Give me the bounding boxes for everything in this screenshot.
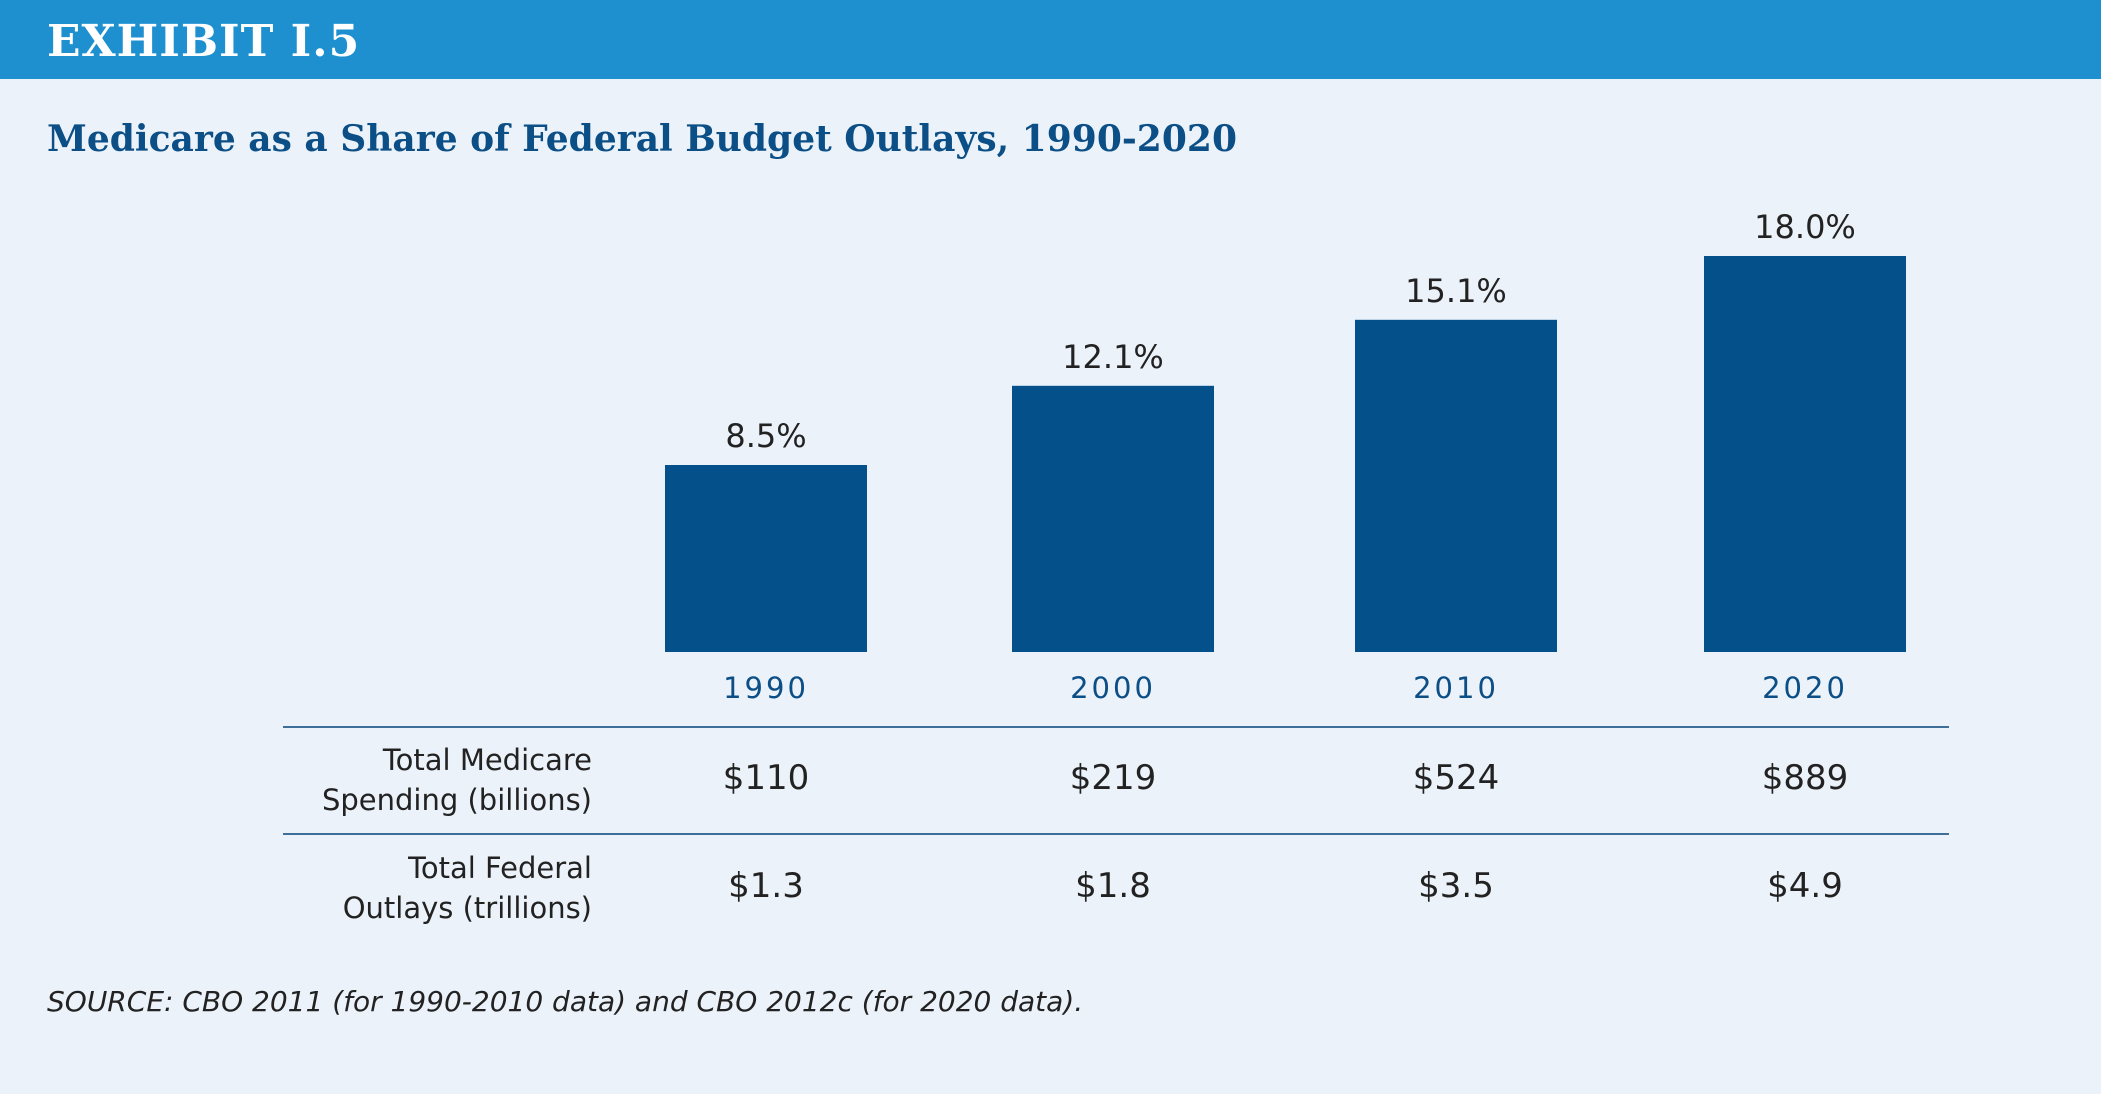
chart-title: Medicare as a Share of Federal Budget Ou… — [47, 118, 1238, 160]
category-label-1990: 1990 — [723, 671, 809, 700]
table-cell: $110 — [722, 758, 810, 798]
table-cell: $1.8 — [1075, 866, 1151, 906]
row-header-line: Total Federal — [408, 851, 592, 885]
source-note: SOURCE: CBO 2011 (for 1990-2010 data) an… — [47, 985, 1084, 1018]
table-cell: $3.5 — [1418, 866, 1494, 906]
table-cell: $524 — [1412, 758, 1500, 798]
row-header-line: Spending (billions) — [321, 783, 592, 817]
category-label-2020: 2020 — [1762, 671, 1848, 700]
category-label-2010: 2010 — [1413, 671, 1499, 700]
row-header-line: Outlays (trillions) — [342, 891, 592, 925]
table-cell: $889 — [1761, 758, 1849, 798]
row-header-line: Total Medicare — [382, 743, 592, 777]
bar-2010 — [1355, 319, 1557, 652]
data-label-1990: 8.5% — [725, 417, 806, 455]
category-label-2000: 2000 — [1070, 671, 1156, 700]
exhibit-banner: EXHIBIT I.5 — [0, 0, 2101, 79]
bar-2000 — [1012, 385, 1214, 652]
bar-1990 — [665, 465, 867, 652]
bar-2020 — [1704, 256, 1906, 652]
data-label-2000: 12.1% — [1062, 338, 1164, 376]
bar-chart: 8.5% 1990 12.1% 2000 15.1% 2010 18.0% 2020 — [665, 208, 1906, 700]
table-rule-top — [283, 726, 1949, 728]
row-header-federal-outlays: Total Federal Outlays (trillions) — [282, 848, 592, 928]
data-label-2020: 18.0% — [1754, 208, 1856, 246]
exhibit-label: EXHIBIT I.5 — [47, 16, 361, 67]
data-label-2010: 15.1% — [1405, 272, 1507, 310]
row-header-medicare-spending: Total Medicare Spending (billions) — [282, 740, 592, 820]
table-cell: $219 — [1069, 758, 1157, 798]
table-cell: $1.3 — [728, 866, 804, 906]
table-cell: $4.9 — [1767, 866, 1843, 906]
table-rule-middle — [283, 833, 1949, 835]
